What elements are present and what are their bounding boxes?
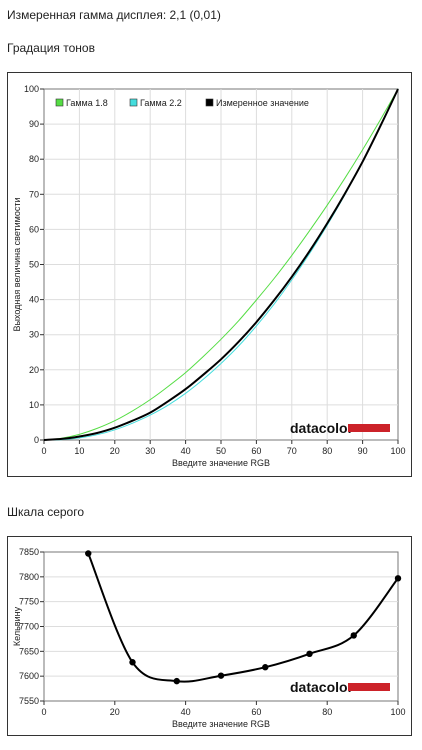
datacolor-logo-bar xyxy=(348,683,390,691)
legend-swatch xyxy=(129,98,138,107)
y-tick-label: 7750 xyxy=(19,597,39,607)
legend-label: Гамма 2.2 xyxy=(140,98,182,108)
series-line-gamma-1-8 xyxy=(43,88,399,441)
grayscale-panel: Кельвину Введите значение RGB datacolor … xyxy=(7,536,412,736)
y-tick-label: 90 xyxy=(29,119,39,129)
x-tick-label: 80 xyxy=(322,446,332,456)
datacolor-logo-text: datacolor xyxy=(290,679,354,695)
y-tick-label: 50 xyxy=(29,260,39,270)
data-point xyxy=(217,672,225,679)
x-tick-label: 50 xyxy=(216,446,226,456)
y-tick-label: 7550 xyxy=(19,696,39,706)
legend-label: Гамма 1.8 xyxy=(66,98,108,108)
gridlines xyxy=(40,88,399,444)
x-tick-label: 20 xyxy=(110,446,120,456)
y-tick-label: 10 xyxy=(29,400,39,410)
x-tick-label: 100 xyxy=(390,446,405,456)
x-tick-label: 60 xyxy=(251,707,261,717)
x-tick-label: 90 xyxy=(358,446,368,456)
x-tick-label: 0 xyxy=(41,446,46,456)
y-tick-label: 30 xyxy=(29,330,39,340)
y-tick-label: 7650 xyxy=(19,646,39,656)
x-tick-label: 10 xyxy=(74,446,84,456)
x-tick-label: 60 xyxy=(251,446,261,456)
data-point xyxy=(85,550,92,557)
data-point xyxy=(350,632,357,639)
tone-gradation-chart: Выходная величина светимости Введите зна… xyxy=(12,84,406,468)
grayscale-chart: Кельвину Введите значение RGB datacolor … xyxy=(12,547,406,729)
legend-label: Измеренное значение xyxy=(216,98,309,108)
datacolor-logo-text: datacolor xyxy=(290,420,354,436)
x-tick-label: 0 xyxy=(41,707,46,717)
datacolor-logo: datacolor xyxy=(290,420,390,436)
legend: Гамма 1.8 Гамма 2.2 Измеренное значение xyxy=(55,98,309,108)
x-tick-label: 80 xyxy=(322,707,332,717)
x-tick-label: 70 xyxy=(287,446,297,456)
x-tick-label: 100 xyxy=(390,707,405,717)
y-tick-label: 0 xyxy=(34,435,39,445)
y-tick-label: 7800 xyxy=(19,572,39,582)
y-axis-label: Выходная величина светимости xyxy=(12,197,22,331)
section-title-tone-gradation: Градация тонов xyxy=(7,41,95,55)
measured-gamma-text: Измеренная гамма дисплея: 2,1 (0,01) xyxy=(7,8,221,22)
legend-swatch xyxy=(205,98,214,107)
x-axis-label: Введите значение RGB xyxy=(172,719,270,729)
datacolor-logo: datacolor xyxy=(290,679,390,695)
x-tick-label: 40 xyxy=(181,707,191,717)
y-tick-label: 40 xyxy=(29,295,39,305)
x-axis-label: Введите значение RGB xyxy=(172,458,270,468)
x-tick-label: 30 xyxy=(145,446,155,456)
datacolor-logo-bar xyxy=(348,424,390,432)
data-point xyxy=(173,677,180,685)
y-tick-label: 20 xyxy=(29,365,39,375)
x-tick-label: 40 xyxy=(181,446,191,456)
legend-swatch xyxy=(55,98,64,107)
x-tick-label: 20 xyxy=(110,707,120,717)
section-title-grayscale: Шкала серого xyxy=(7,505,85,519)
data-point xyxy=(306,650,313,658)
series-line-measured xyxy=(43,88,399,441)
y-tick-label: 80 xyxy=(29,154,39,164)
y-tick-label: 60 xyxy=(29,224,39,234)
y-tick-label: 100 xyxy=(24,84,39,94)
y-tick-label: 7600 xyxy=(19,671,39,681)
data-point xyxy=(394,575,402,582)
data-point xyxy=(262,664,269,671)
y-axis-label: Кельвину xyxy=(12,606,22,646)
y-tick-label: 7700 xyxy=(19,622,39,632)
data-point xyxy=(129,659,136,666)
y-tick-label: 70 xyxy=(29,189,39,199)
tone-gradation-panel: Выходная величина светимости Введите зна… xyxy=(7,72,412,477)
y-tick-label: 7850 xyxy=(19,547,39,557)
